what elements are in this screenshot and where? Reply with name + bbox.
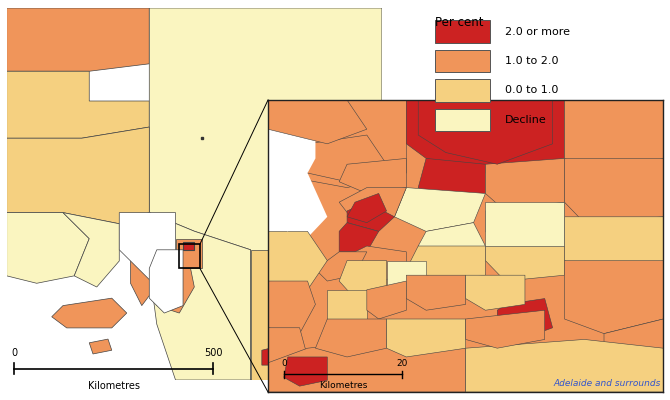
Polygon shape — [339, 188, 406, 223]
Polygon shape — [485, 202, 564, 246]
Polygon shape — [418, 223, 485, 252]
Polygon shape — [183, 242, 194, 250]
Polygon shape — [466, 310, 545, 348]
Polygon shape — [131, 224, 164, 306]
Polygon shape — [387, 261, 426, 290]
Polygon shape — [268, 100, 663, 392]
Polygon shape — [268, 231, 328, 290]
Polygon shape — [268, 281, 316, 334]
Text: Kilometres: Kilometres — [88, 381, 139, 391]
Polygon shape — [7, 71, 149, 138]
Polygon shape — [328, 290, 367, 319]
Polygon shape — [119, 212, 176, 287]
Polygon shape — [406, 100, 564, 173]
Polygon shape — [485, 246, 564, 281]
Polygon shape — [149, 250, 183, 313]
Polygon shape — [157, 250, 194, 313]
Polygon shape — [7, 127, 149, 224]
Polygon shape — [268, 340, 466, 392]
Text: 0: 0 — [11, 348, 17, 358]
Text: 1.0 to 2.0: 1.0 to 2.0 — [505, 56, 558, 66]
Polygon shape — [418, 158, 485, 202]
Polygon shape — [284, 357, 328, 386]
Polygon shape — [485, 158, 564, 211]
Polygon shape — [406, 246, 485, 281]
Polygon shape — [339, 261, 387, 298]
Polygon shape — [269, 306, 344, 362]
Polygon shape — [395, 188, 485, 231]
Bar — [436, 109, 490, 131]
Polygon shape — [564, 217, 663, 281]
Polygon shape — [268, 100, 367, 144]
Polygon shape — [564, 100, 663, 173]
Polygon shape — [355, 246, 406, 281]
Polygon shape — [251, 250, 382, 380]
Polygon shape — [268, 100, 406, 188]
Text: 2.0 or more: 2.0 or more — [505, 26, 570, 37]
Polygon shape — [316, 252, 367, 281]
Polygon shape — [497, 298, 553, 340]
Polygon shape — [268, 173, 308, 231]
Polygon shape — [268, 173, 328, 246]
Polygon shape — [268, 100, 316, 188]
Polygon shape — [7, 212, 89, 283]
Polygon shape — [149, 8, 382, 380]
Polygon shape — [584, 319, 663, 392]
Polygon shape — [466, 275, 525, 310]
Polygon shape — [347, 202, 395, 231]
Text: Per cent: Per cent — [436, 16, 484, 29]
Text: Kilometres: Kilometres — [319, 381, 367, 390]
Text: 0: 0 — [281, 359, 287, 368]
Text: 20: 20 — [397, 359, 408, 368]
Polygon shape — [176, 239, 202, 268]
Polygon shape — [418, 100, 553, 164]
Polygon shape — [89, 339, 112, 354]
Polygon shape — [268, 328, 308, 378]
Bar — [436, 79, 490, 102]
Polygon shape — [485, 202, 564, 252]
Polygon shape — [387, 319, 466, 357]
Polygon shape — [466, 340, 663, 392]
Polygon shape — [339, 223, 379, 252]
Text: Adelaide and surrounds: Adelaide and surrounds — [554, 379, 661, 388]
Text: 500: 500 — [204, 348, 222, 358]
Bar — [436, 50, 490, 72]
Polygon shape — [63, 212, 119, 287]
Polygon shape — [308, 135, 387, 182]
Polygon shape — [316, 319, 387, 357]
Polygon shape — [406, 275, 466, 310]
Polygon shape — [367, 281, 406, 319]
Polygon shape — [52, 298, 127, 328]
Polygon shape — [339, 158, 406, 194]
Polygon shape — [262, 346, 277, 365]
Polygon shape — [564, 261, 663, 334]
Text: 0.0 to 1.0: 0.0 to 1.0 — [505, 85, 558, 95]
Polygon shape — [7, 8, 149, 71]
Polygon shape — [564, 158, 663, 223]
Bar — [436, 20, 490, 43]
Bar — [180, 244, 200, 268]
Polygon shape — [149, 212, 251, 380]
Polygon shape — [347, 194, 387, 223]
Text: Decline: Decline — [505, 115, 547, 125]
